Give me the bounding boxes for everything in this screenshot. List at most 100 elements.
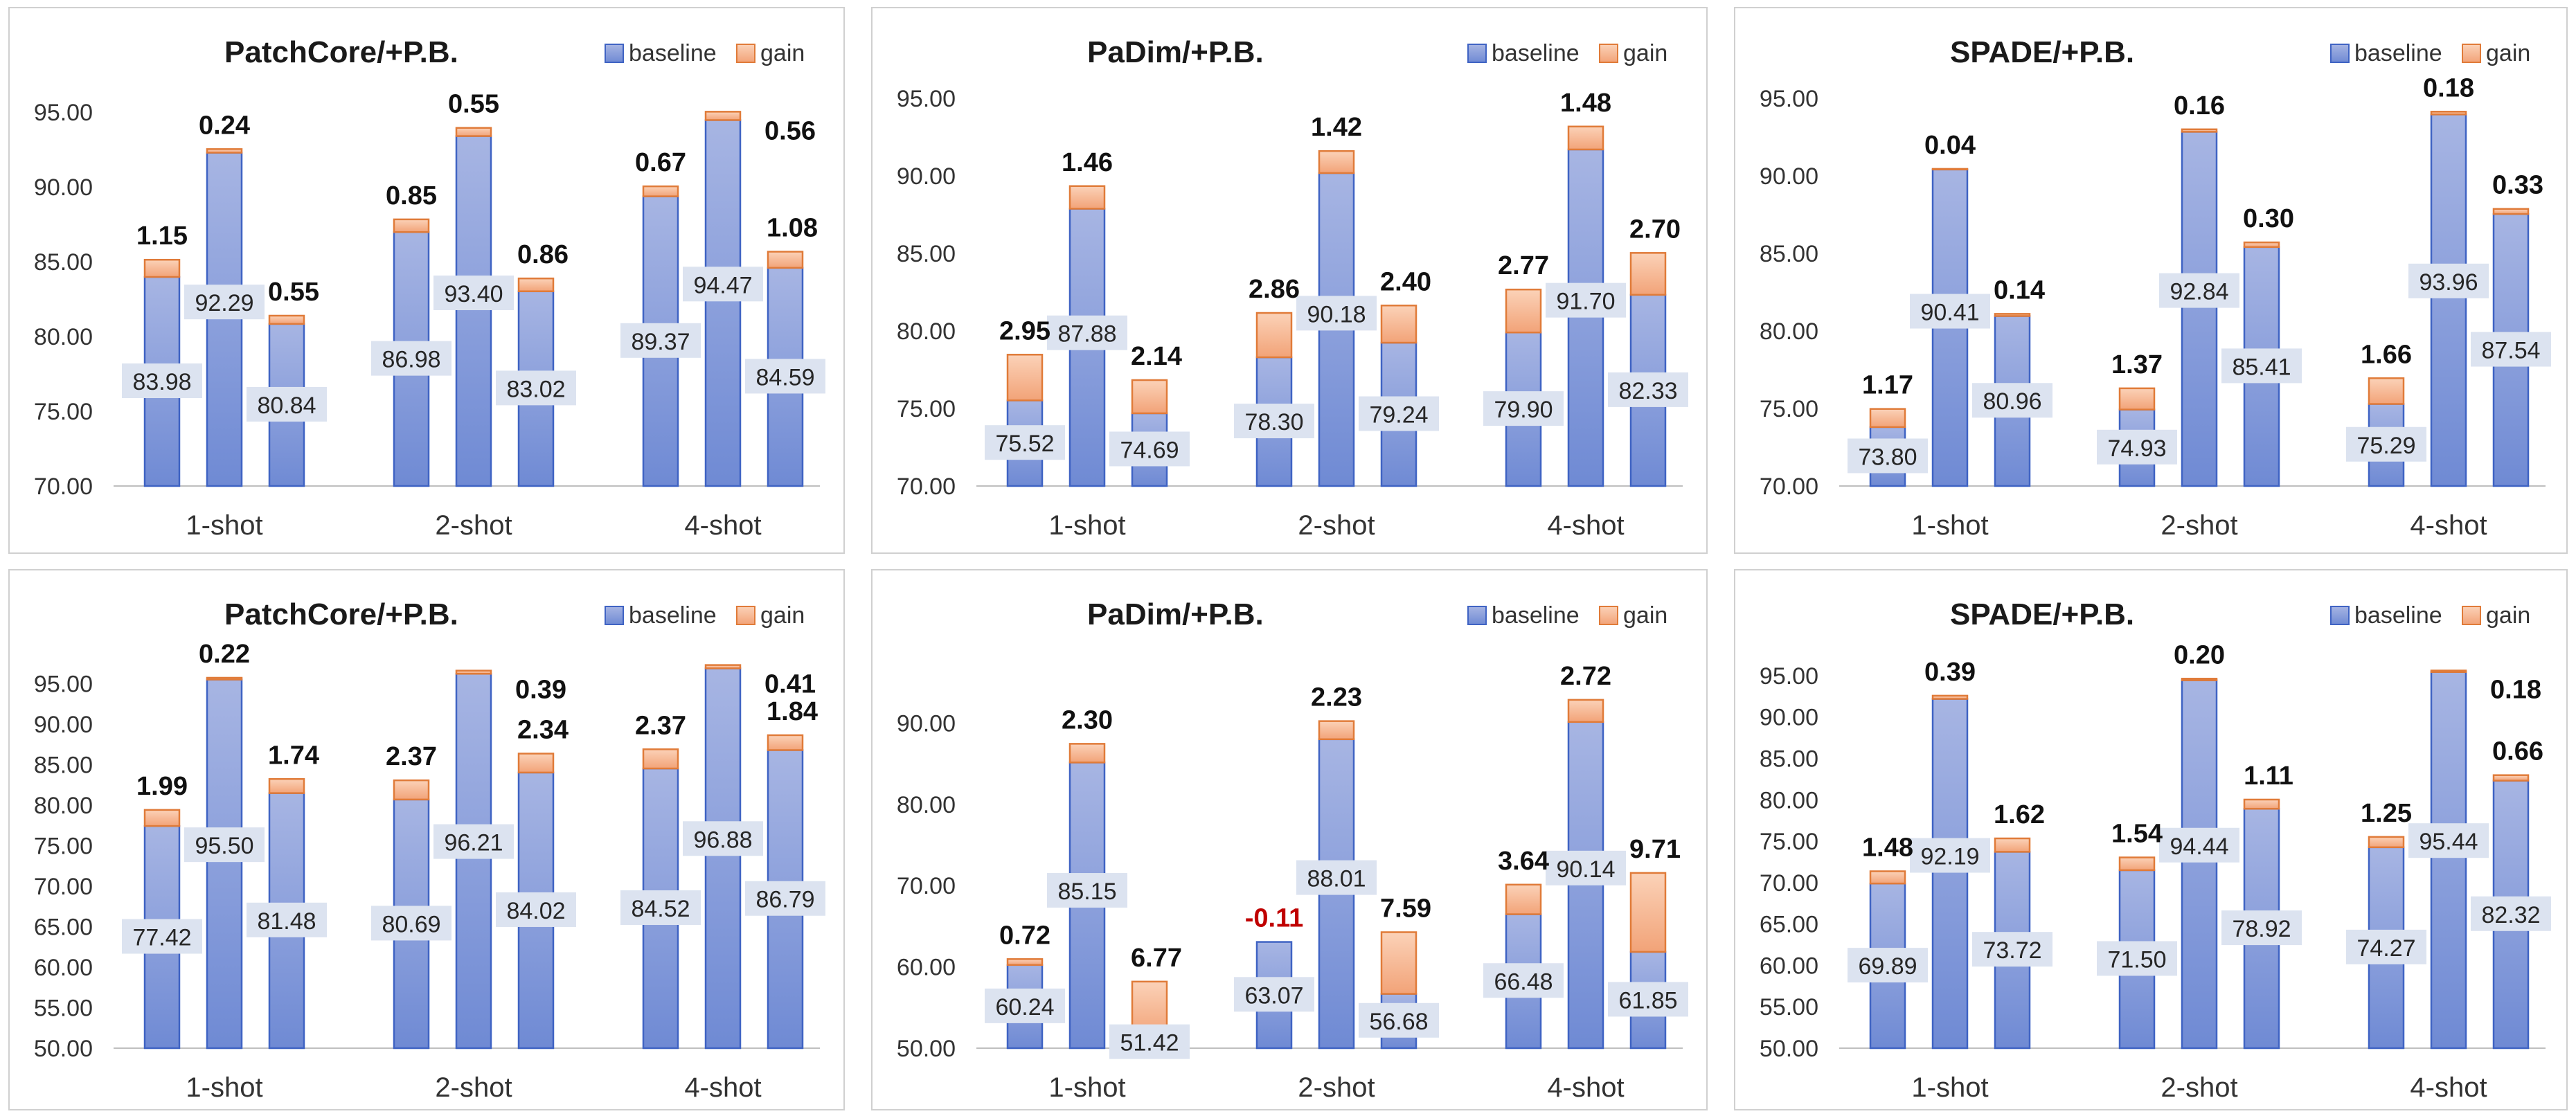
baseline-label-box	[1972, 383, 2052, 418]
y-tick-label: 90.00	[897, 710, 956, 737]
baseline-label-box	[1359, 396, 1439, 431]
baseline-value-label: 86.79	[755, 887, 814, 913]
y-tick-label: 75.00	[34, 833, 93, 859]
gain-value-label: 1.11	[2244, 762, 2293, 791]
bar-baseline	[704, 119, 742, 487]
legend-label-baseline: baseline	[1492, 40, 1580, 66]
gain-value-label: 0.72	[999, 921, 1050, 950]
baseline-label-box	[496, 370, 576, 406]
chart-panel-3: SPADE/+P.B. baseline gain 70.00 75.00 80.00 85…	[1734, 7, 2568, 554]
y-tick-label: 65.00	[34, 914, 93, 940]
bar-gain	[517, 753, 555, 774]
legend-swatch-baseline	[605, 44, 624, 63]
bar-gain	[1994, 313, 2031, 317]
baseline-value-label: 93.96	[2419, 269, 2478, 296]
bar-gain	[2492, 208, 2530, 215]
category-label: 1-shot	[186, 1072, 262, 1103]
baseline-value-label: 93.40	[444, 281, 503, 307]
category-label: 4-shot	[2410, 1072, 2487, 1103]
category-label: 4-shot	[2410, 510, 2487, 541]
y-tick-label: 80.00	[34, 793, 93, 819]
bar-gain	[268, 778, 305, 794]
baseline-label-box	[1359, 1002, 1439, 1038]
y-tick-label: 80.00	[1760, 787, 1818, 813]
gain-value-label: 2.34	[517, 716, 569, 745]
baseline-value-label: 51.42	[1120, 1030, 1179, 1056]
legend-label-baseline: baseline	[2354, 602, 2442, 629]
gain-value-label: 2.95	[999, 316, 1050, 345]
legend-swatch-gain	[2462, 606, 2481, 625]
gain-value-label: 2.37	[635, 711, 686, 740]
gain-value-label: 0.14	[1994, 276, 2045, 305]
chart-panel-4: PatchCore/+P.B. baseline gain 50.00 55.00 60.…	[8, 569, 845, 1110]
baseline-value-label: 63.07	[1244, 982, 1303, 1009]
gain-value-label: 2.40	[1380, 267, 1431, 296]
baseline-value-label: 78.30	[1244, 409, 1303, 435]
baseline-value-label: 73.80	[1858, 444, 1917, 470]
bar-gain	[2368, 377, 2405, 405]
y-tick-label: 85.00	[34, 249, 93, 276]
baseline-value-label: 75.29	[2356, 433, 2415, 459]
y-tick-label: 75.00	[1760, 829, 1818, 855]
baseline-value-label: 75.52	[995, 431, 1054, 457]
bar-gain	[1380, 305, 1417, 344]
baseline-label-box	[985, 425, 1065, 460]
gain-value-label: 1.25	[2361, 799, 2412, 828]
gain-value-label: 6.77	[1131, 944, 1182, 973]
baseline-label-box	[433, 824, 514, 859]
gain-value-label: 0.30	[2243, 204, 2294, 233]
y-tick-label: 75.00	[1760, 396, 1818, 422]
gain-value-label: 2.30	[1062, 705, 1113, 735]
y-tick-label: 70.00	[34, 474, 93, 500]
y-tick-label: 55.00	[34, 995, 93, 1021]
baseline-value-label: 91.70	[1556, 289, 1615, 315]
y-tick-label: 50.00	[34, 1036, 93, 1062]
baseline-label-box	[1047, 315, 1127, 350]
gain-value-label: 0.67	[635, 148, 686, 177]
chart-panel-5: PaDim/+P.B. baseline gain 50.00 60.00 70.00 80…	[871, 569, 1708, 1110]
y-tick-label: 95.00	[34, 671, 93, 697]
gain-value-label: 0.85	[386, 181, 437, 210]
chart-title: SPADE/+P.B.	[1950, 35, 2134, 69]
baseline-label-box	[371, 906, 451, 941]
bar-gain	[1869, 870, 1906, 885]
bar-baseline	[1931, 698, 1969, 1050]
baseline-label-box	[433, 276, 514, 311]
baseline-label-box	[2221, 910, 2302, 946]
baseline-label-box	[745, 881, 825, 916]
bar-baseline	[704, 667, 742, 1050]
y-tick-label: 55.00	[1760, 994, 1818, 1020]
category-label: 1-shot	[186, 510, 262, 541]
legend-swatch-gain	[736, 606, 755, 625]
gain-value-label: 1.17	[1862, 371, 1913, 400]
baseline-value-label: 86.98	[382, 347, 440, 373]
baseline-label-box	[184, 285, 265, 320]
bar-gain	[206, 148, 243, 154]
chart-svg: PaDim/+P.B. baseline gain 70.00 75.00 80.00 85…	[897, 35, 1688, 541]
gain-value-label: 1.15	[136, 222, 188, 251]
bar-baseline	[2430, 671, 2467, 1050]
y-tick-label: 70.00	[34, 874, 93, 900]
baseline-label-box	[1848, 948, 1928, 983]
chart-svg: PatchCore/+P.B. baseline gain 50.00 55.00 60.…	[34, 597, 825, 1103]
bar-gain	[704, 664, 742, 669]
gain-value-label: 1.37	[2111, 350, 2163, 379]
bar-gain	[1380, 931, 1417, 995]
baseline-value-label: 96.88	[693, 827, 752, 853]
gain-value-label: 9.71	[1629, 835, 1681, 864]
baseline-label-box	[496, 892, 576, 927]
bar-gain	[2118, 387, 2156, 411]
baseline-value-label: 80.69	[382, 911, 440, 937]
bar-baseline	[2181, 679, 2218, 1050]
category-label: 2-shot	[1298, 1072, 1375, 1103]
gain-value-label: 2.37	[386, 742, 437, 771]
y-tick-label: 70.00	[1760, 870, 1818, 897]
bar-baseline	[1567, 148, 1604, 487]
legend-swatch-baseline	[2330, 44, 2350, 63]
gain-value-label: 1.46	[1062, 148, 1113, 177]
baseline-value-label: 89.37	[631, 329, 690, 355]
chart-title: PatchCore/+P.B.	[224, 35, 458, 69]
category-label: 1-shot	[1911, 1072, 1988, 1103]
bar-gain	[1629, 252, 1667, 296]
baseline-label-box	[2221, 348, 2302, 384]
